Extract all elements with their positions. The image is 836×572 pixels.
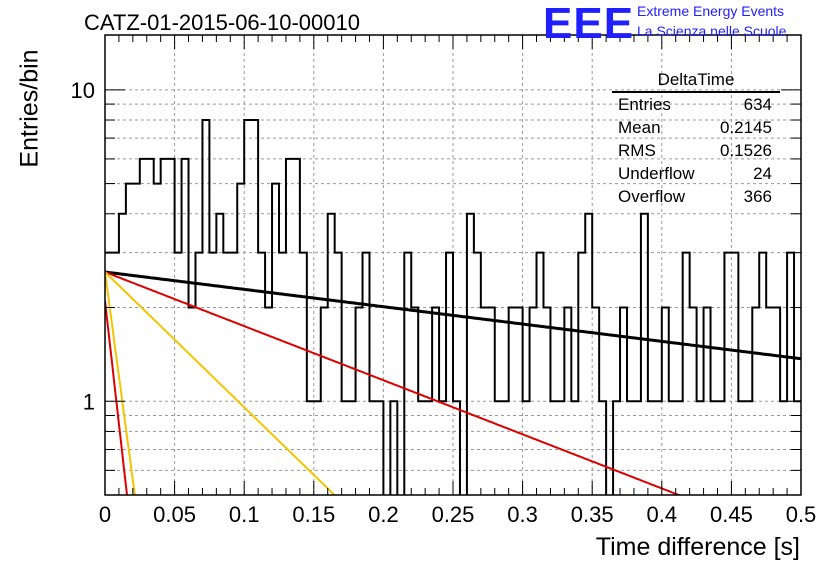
fit-curve-1 bbox=[105, 270, 801, 361]
stats-row-rms: RMS 0.1526 bbox=[612, 139, 780, 162]
logo-line-2: La Scienza nelle Scuole bbox=[637, 23, 787, 39]
fit-curve-4 bbox=[105, 271, 136, 495]
stats-label: Entries bbox=[618, 95, 671, 114]
x-tick-label: 0.5 bbox=[786, 502, 817, 527]
histogram-steps bbox=[105, 119, 801, 495]
x-tick-label: 0.15 bbox=[292, 502, 335, 527]
stats-label: Overflow bbox=[618, 187, 686, 206]
x-tick-label: 0.4 bbox=[647, 502, 678, 527]
y-axis-label: Entries/bin bbox=[15, 49, 44, 168]
x-tick-label: 0 bbox=[99, 502, 111, 527]
stats-value: 366 bbox=[743, 187, 772, 206]
fit-curve-3 bbox=[105, 271, 336, 495]
x-tick-label: 0.35 bbox=[571, 502, 614, 527]
stats-label: Underflow bbox=[618, 164, 695, 183]
x-tick-label: 0.05 bbox=[153, 502, 196, 527]
stats-value: 24 bbox=[753, 164, 772, 183]
stats-title: DeltaTime bbox=[612, 70, 780, 93]
y-tick-label: 10 bbox=[71, 78, 95, 103]
x-tick-label: 0.25 bbox=[432, 502, 475, 527]
y-tick-label: 1 bbox=[83, 389, 95, 414]
x-tick-label: 0.45 bbox=[710, 502, 753, 527]
stats-value: 634 bbox=[743, 95, 772, 114]
fit-curve-5 bbox=[105, 300, 128, 495]
stats-box: DeltaTime Entries 634 Mean 0.2145 RMS 0.… bbox=[612, 70, 780, 208]
chart-title: CATZ-01-2015-06-10-00010 bbox=[84, 10, 360, 35]
x-tick-label: 0.3 bbox=[507, 502, 538, 527]
stats-row-mean: Mean 0.2145 bbox=[612, 116, 780, 139]
stats-row-entries: Entries 634 bbox=[612, 93, 780, 116]
logo-line-1: Extreme Energy Events bbox=[637, 3, 785, 19]
stats-label: RMS bbox=[618, 141, 656, 160]
stats-row-underflow: Underflow 24 bbox=[612, 162, 780, 185]
stats-label: Mean bbox=[618, 118, 661, 137]
eee-logo: EEE bbox=[543, 0, 635, 48]
stats-value: 0.2145 bbox=[720, 118, 772, 137]
x-axis-label: Time difference [s] bbox=[595, 533, 800, 561]
fit-curve-2 bbox=[105, 271, 682, 495]
x-tick-label: 0.1 bbox=[229, 502, 260, 527]
stats-value: 0.1526 bbox=[720, 141, 772, 160]
stats-row-overflow: Overflow 366 bbox=[612, 185, 780, 208]
x-tick-label: 0.2 bbox=[368, 502, 399, 527]
